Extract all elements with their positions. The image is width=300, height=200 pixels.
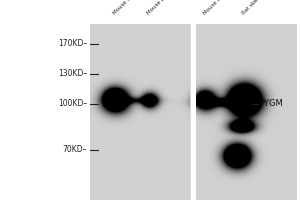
Text: 70KD–: 70KD– [62, 146, 87, 154]
Bar [190, 24, 196, 200]
Text: Mouse brain: Mouse brain [146, 0, 174, 16]
Text: Mouse lung: Mouse lung [202, 0, 228, 16]
Text: 130KD–: 130KD– [58, 70, 87, 78]
Text: PYGM: PYGM [260, 99, 283, 108]
Text: 170KD–: 170KD– [58, 40, 87, 48]
Text: 100KD–: 100KD– [58, 99, 87, 108]
Bar [90, 24, 190, 200]
Bar [196, 24, 297, 200]
Text: Mouse skeletal muscle: Mouse skeletal muscle [112, 0, 160, 16]
Text: Rat skeletal muscle: Rat skeletal muscle [241, 0, 283, 16]
